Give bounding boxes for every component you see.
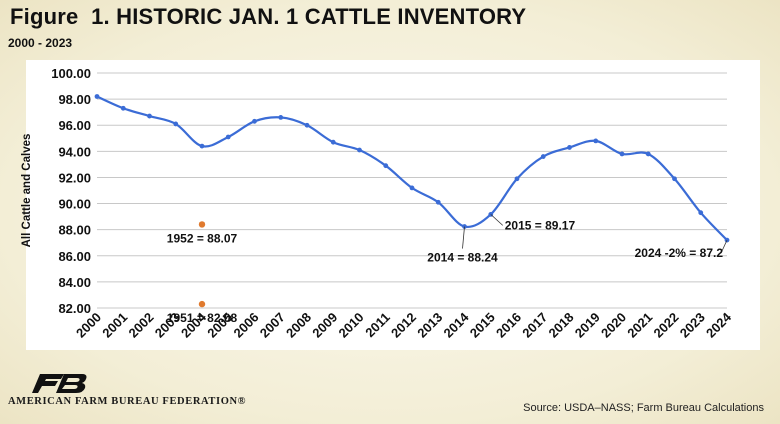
x-tick-label: 2024: [703, 309, 735, 341]
x-tick-label: 2019: [572, 310, 603, 341]
annotation-label: 2024 -2% = 87.2: [635, 246, 724, 260]
x-tick-label: 2023: [677, 310, 708, 341]
data-point: [435, 199, 441, 205]
x-tick-label: 2020: [598, 310, 629, 341]
historical-point: [198, 221, 206, 228]
title-main: 1. HISTORIC JAN. 1 CATTLE INVENTORY: [91, 4, 527, 29]
x-tick-label: 2012: [388, 310, 419, 341]
annotation-leader: [720, 239, 728, 254]
data-point: [698, 210, 704, 216]
chart-subtitle: 2000 - 2023: [8, 36, 73, 50]
title-prefix: Figure: [10, 4, 79, 29]
y-tick-label: 98.00: [58, 92, 91, 107]
data-point: [357, 147, 362, 153]
data-point: [120, 105, 126, 111]
line-chart: 82.00 84.00 86.00 88.00 90.00 92.00 94.00 96.00…: [21, 66, 735, 341]
data-point: [199, 143, 205, 149]
x-tick-label: 2016: [493, 310, 524, 341]
x-tick-label: 2015: [467, 310, 498, 341]
farm-bureau-logo: [32, 374, 87, 393]
data-point: [514, 176, 520, 182]
data-point: [672, 176, 677, 182]
y-tick-label: 84.00: [58, 275, 91, 290]
y-axis-title: All Cattle and Calves: [21, 134, 33, 248]
data-point: [278, 114, 284, 120]
annotation-leader: [462, 226, 465, 249]
data-point: [383, 163, 389, 169]
data-point: [252, 118, 257, 124]
y-tick-label: 88.00: [58, 223, 91, 238]
y-tick-label: 82.00: [58, 301, 91, 316]
historical-point-label: 1952 = 88.07: [167, 231, 238, 245]
x-tick-label: 2001: [99, 310, 130, 341]
x-tick-label: 2010: [336, 310, 367, 341]
y-tick-label: 96.00: [58, 118, 91, 133]
y-tick-label: 86.00: [58, 249, 91, 264]
series-line: [96, 95, 728, 241]
data-point: [567, 145, 572, 150]
data-point: [593, 138, 599, 144]
historical-point: [198, 300, 206, 308]
y-tick-label: 90.00: [58, 197, 91, 212]
plot-background: [26, 60, 760, 350]
data-point: [94, 94, 100, 99]
x-tick-label: 2021: [624, 310, 655, 341]
source-note: Source: USDA–NASS; Farm Bureau Calculati…: [523, 402, 764, 414]
x-tick-label: 2008: [283, 310, 314, 341]
y-tick-label: 94.00: [58, 144, 91, 159]
x-tick-label: 2002: [126, 310, 157, 341]
data-point: [619, 151, 625, 157]
chart-title: Figure 1. HISTORIC JAN. 1 CATTLE INVENTO…: [10, 4, 526, 30]
data-point: [147, 113, 152, 119]
data-point: [409, 185, 415, 191]
organization-name: AMERICAN FARM BUREAU FEDERATION®: [8, 396, 247, 407]
x-tick-label: 2014: [441, 309, 473, 341]
y-tick-label: 92.00: [58, 170, 91, 185]
data-point: [540, 154, 546, 159]
data-point: [645, 151, 651, 157]
data-point: [304, 122, 310, 128]
x-tick-label: 2018: [546, 310, 577, 341]
data-point: [330, 139, 336, 145]
y-tick-label: 100.00: [51, 66, 91, 81]
x-tick-label: 2013: [414, 310, 445, 341]
data-point: [225, 134, 231, 140]
annotation-leader: [490, 214, 504, 226]
annotation-label: 2015 = 89.17: [505, 218, 576, 232]
historical-point-label: 1951 = 82.08: [167, 311, 238, 325]
x-tick-label: 2009: [309, 310, 340, 341]
annotation-label: 2014 = 88.24: [427, 251, 498, 265]
x-tick-label: 2007: [257, 310, 288, 341]
data-point: [173, 121, 179, 127]
x-tick-label: 2022: [651, 310, 682, 341]
x-tick-label: 2011: [362, 310, 393, 341]
x-tick-label: 2017: [519, 310, 550, 341]
